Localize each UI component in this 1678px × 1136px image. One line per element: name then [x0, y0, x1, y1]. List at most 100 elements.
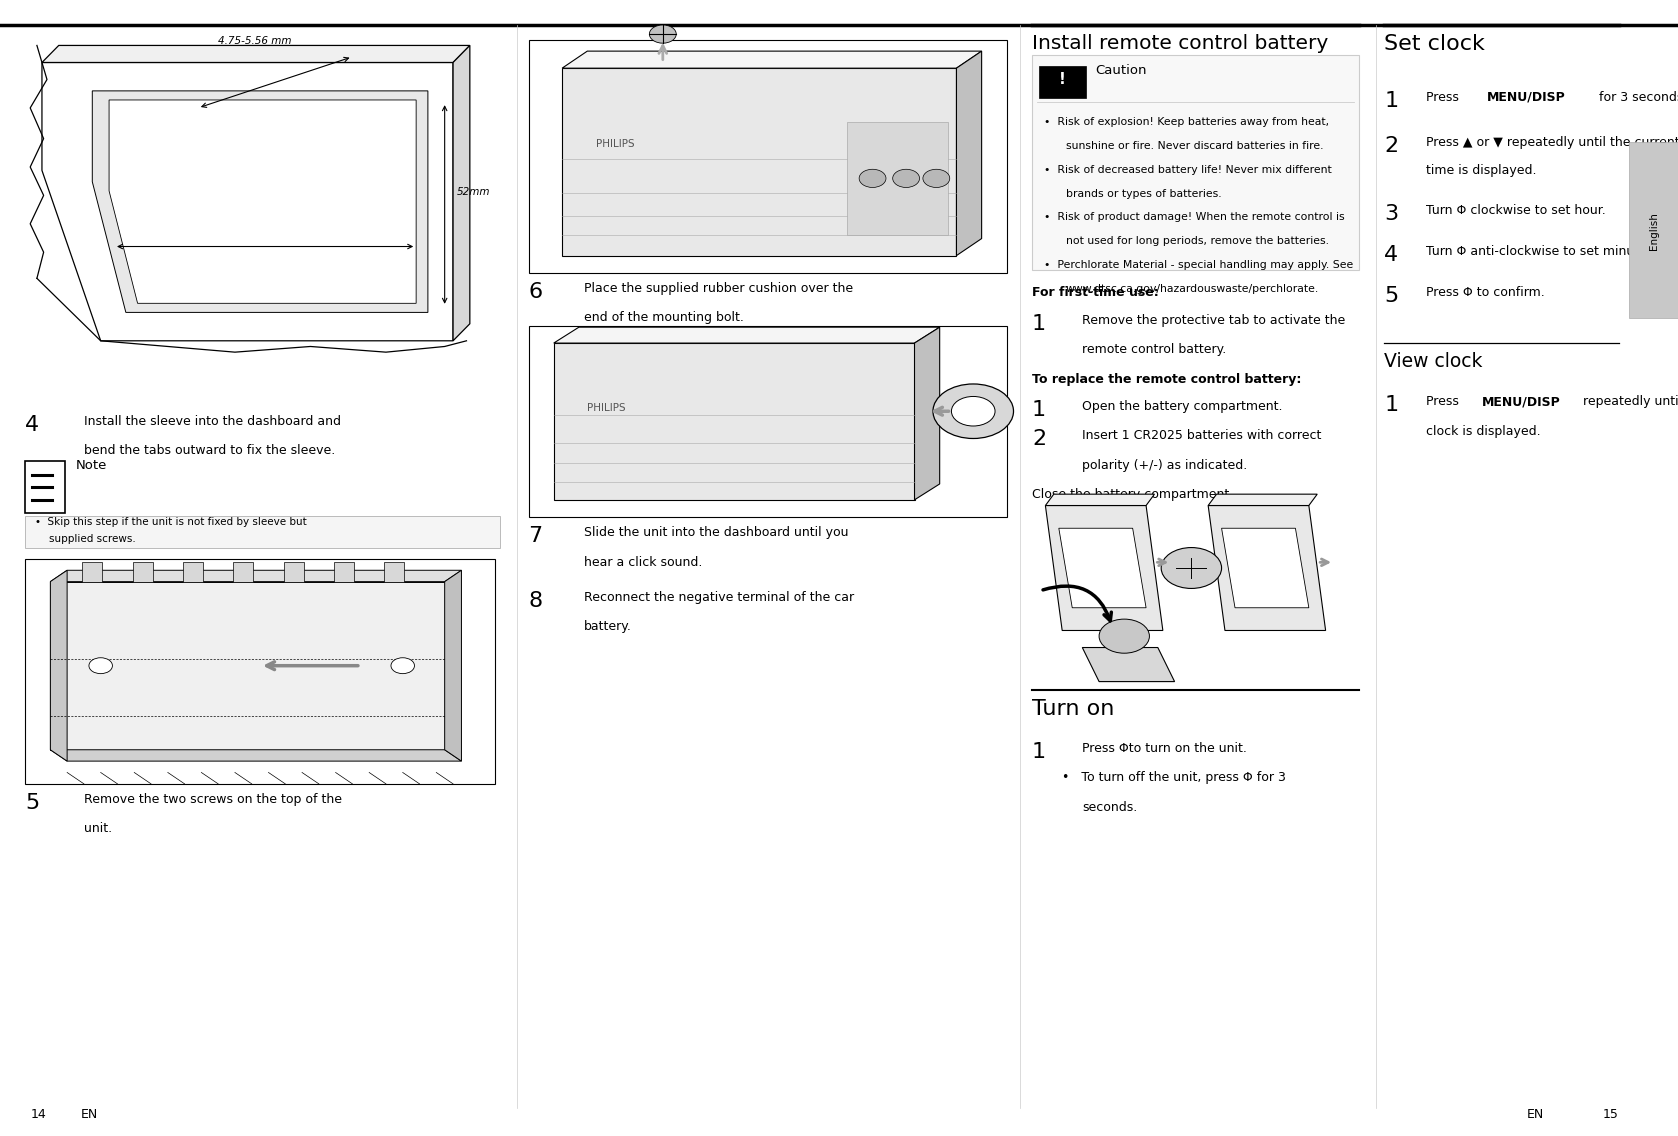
Polygon shape	[554, 327, 940, 343]
Text: repeatedly until the: repeatedly until the	[1579, 395, 1678, 408]
Text: Set clock: Set clock	[1384, 34, 1485, 55]
Text: Install remote control battery: Install remote control battery	[1032, 34, 1329, 53]
Polygon shape	[50, 570, 67, 761]
Text: bend the tabs outward to fix the sleeve.: bend the tabs outward to fix the sleeve.	[84, 444, 336, 457]
Polygon shape	[453, 45, 470, 341]
Polygon shape	[50, 750, 461, 761]
Text: Press Φ to confirm.: Press Φ to confirm.	[1426, 286, 1545, 299]
Circle shape	[1161, 548, 1222, 588]
Polygon shape	[562, 51, 982, 68]
Text: 6: 6	[529, 282, 542, 302]
Text: Caution: Caution	[1096, 64, 1148, 76]
Polygon shape	[50, 570, 461, 582]
Text: View clock: View clock	[1384, 352, 1483, 371]
Text: For first-time use:: For first-time use:	[1032, 286, 1159, 299]
Text: remote control battery.: remote control battery.	[1082, 343, 1227, 356]
Circle shape	[1099, 619, 1149, 653]
Text: for 3 seconds.: for 3 seconds.	[1596, 91, 1678, 103]
Polygon shape	[1045, 494, 1154, 506]
Text: 5: 5	[1384, 286, 1398, 307]
Polygon shape	[50, 582, 445, 750]
Circle shape	[923, 169, 950, 187]
Polygon shape	[445, 570, 461, 761]
Text: unit.: unit.	[84, 822, 112, 835]
Text: 52mm: 52mm	[456, 187, 490, 198]
Circle shape	[859, 169, 886, 187]
Text: MENU/DISP: MENU/DISP	[1487, 91, 1566, 103]
Text: 15: 15	[1602, 1108, 1618, 1120]
Polygon shape	[1222, 528, 1309, 608]
Bar	[1032, 55, 1359, 270]
Polygon shape	[1208, 494, 1317, 506]
Text: 4: 4	[25, 415, 39, 435]
Text: Remove the two screws on the top of the: Remove the two screws on the top of the	[84, 793, 342, 805]
Text: 4: 4	[1384, 245, 1398, 266]
Text: 14: 14	[30, 1108, 45, 1120]
Bar	[25, 559, 495, 784]
Text: 4.75-5.56 mm: 4.75-5.56 mm	[218, 36, 292, 47]
Circle shape	[391, 658, 414, 674]
Text: Press ▲ or ▼ repeatedly until the currently: Press ▲ or ▼ repeatedly until the curren…	[1426, 136, 1678, 149]
Text: hear a click sound.: hear a click sound.	[584, 556, 703, 568]
Text: •  Risk of product damage! When the remote control is: • Risk of product damage! When the remot…	[1044, 212, 1344, 223]
Text: Turn Φ anti-clockwise to set minute.: Turn Φ anti-clockwise to set minute.	[1426, 245, 1651, 258]
Circle shape	[649, 25, 676, 43]
Text: supplied screws.: supplied screws.	[49, 534, 136, 544]
Text: Insert 1 CR2025 batteries with correct: Insert 1 CR2025 batteries with correct	[1082, 429, 1322, 442]
Text: seconds.: seconds.	[1082, 801, 1138, 813]
Text: PHILIPS: PHILIPS	[596, 139, 634, 149]
Circle shape	[933, 384, 1014, 438]
Polygon shape	[92, 91, 428, 312]
Text: not used for long periods, remove the batteries.: not used for long periods, remove the ba…	[1066, 236, 1329, 247]
Polygon shape	[1045, 506, 1163, 630]
Polygon shape	[554, 343, 915, 500]
Polygon shape	[1082, 648, 1175, 682]
Polygon shape	[1208, 506, 1326, 630]
Text: Install the sleeve into the dashboard and: Install the sleeve into the dashboard an…	[84, 415, 341, 427]
Bar	[1629, 142, 1678, 318]
Polygon shape	[956, 51, 982, 256]
Text: Open the battery compartment.: Open the battery compartment.	[1082, 400, 1282, 412]
Polygon shape	[233, 562, 253, 582]
Text: 2: 2	[1032, 429, 1045, 450]
Text: Close the battery compartment.: Close the battery compartment.	[1032, 488, 1233, 501]
Text: •  Risk of explosion! Keep batteries away from heat,: • Risk of explosion! Keep batteries away…	[1044, 117, 1329, 127]
Text: 8: 8	[529, 591, 542, 611]
Polygon shape	[109, 100, 416, 303]
Polygon shape	[183, 562, 203, 582]
Text: Turn on: Turn on	[1032, 699, 1114, 719]
Text: Press: Press	[1426, 91, 1463, 103]
Text: Place the supplied rubber cushion over the: Place the supplied rubber cushion over t…	[584, 282, 852, 294]
Text: •  Risk of decreased battery life! Never mix different: • Risk of decreased battery life! Never …	[1044, 165, 1331, 175]
Text: clock is displayed.: clock is displayed.	[1426, 425, 1540, 437]
Bar	[25, 461, 65, 513]
Bar	[529, 40, 1007, 273]
Text: EN: EN	[1527, 1108, 1544, 1120]
Text: 2: 2	[1384, 136, 1398, 157]
Polygon shape	[82, 562, 102, 582]
Bar	[529, 326, 1007, 517]
Polygon shape	[562, 68, 956, 256]
Text: time is displayed.: time is displayed.	[1426, 164, 1537, 176]
Text: Slide the unit into the dashboard until you: Slide the unit into the dashboard until …	[584, 526, 849, 538]
Polygon shape	[1059, 528, 1146, 608]
Text: EN: EN	[81, 1108, 97, 1120]
Text: 1: 1	[1384, 91, 1398, 111]
Circle shape	[89, 658, 112, 674]
Text: Reconnect the negative terminal of the car: Reconnect the negative terminal of the c…	[584, 591, 854, 603]
Circle shape	[951, 396, 995, 426]
Text: •   To turn off the unit, press Φ for 3: • To turn off the unit, press Φ for 3	[1062, 771, 1285, 784]
Polygon shape	[915, 327, 940, 500]
Text: brands or types of batteries.: brands or types of batteries.	[1066, 189, 1222, 199]
Polygon shape	[334, 562, 354, 582]
Text: To replace the remote control battery:: To replace the remote control battery:	[1032, 373, 1302, 385]
Bar	[25, 516, 500, 548]
Polygon shape	[384, 562, 404, 582]
Polygon shape	[42, 45, 470, 62]
Polygon shape	[42, 62, 453, 341]
Text: •  Skip this step if the unit is not fixed by sleeve but: • Skip this step if the unit is not fixe…	[35, 517, 307, 527]
Text: 1: 1	[1032, 314, 1045, 334]
Text: 1: 1	[1032, 400, 1045, 420]
Bar	[847, 122, 948, 235]
Text: English: English	[1649, 211, 1658, 250]
